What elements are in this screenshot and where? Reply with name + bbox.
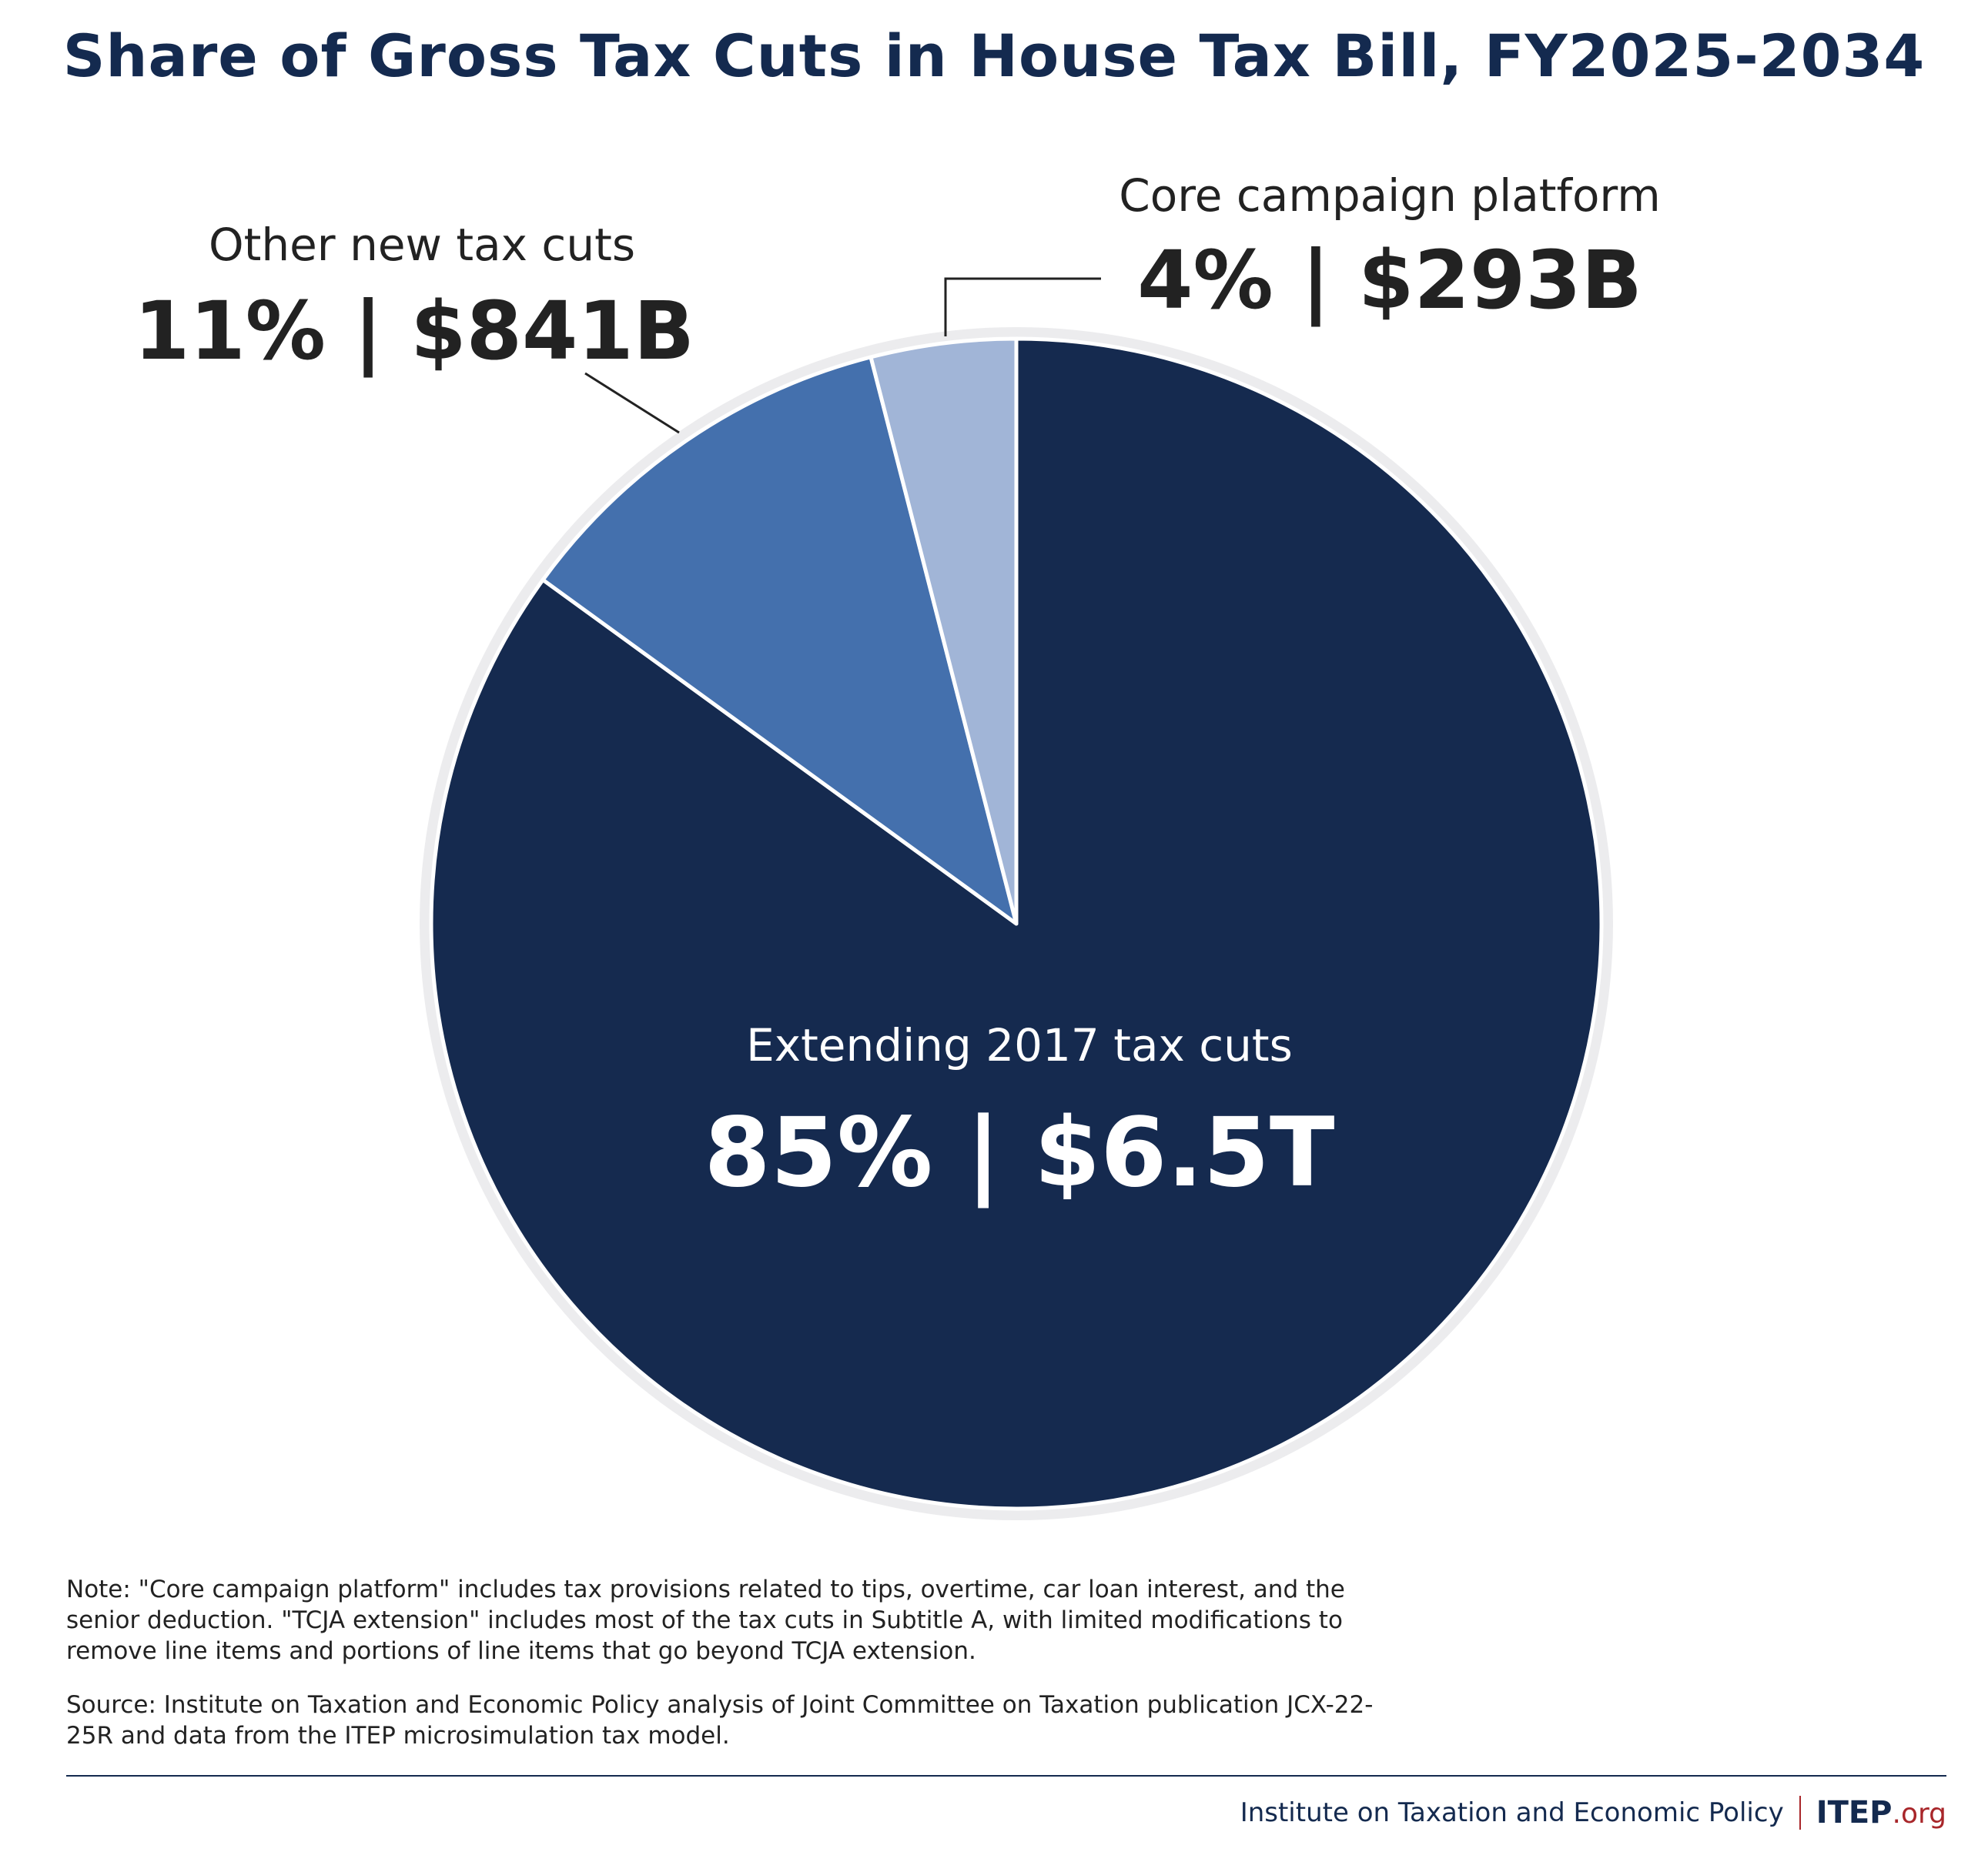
logo-main: ITEP	[1816, 1795, 1893, 1830]
footer: Institute on Taxation and Economic Polic…	[1240, 1793, 1946, 1832]
slice-label-extending: Extending 2017 tax cuts	[746, 1019, 1293, 1071]
chart-note: Note: "Core campaign platform" includes …	[66, 1576, 1345, 1665]
slice-value-extending: 85% | $6.5T	[705, 1098, 1335, 1208]
slice-value-core-campaign: 4% | $293B	[1137, 233, 1642, 327]
leader-line-other-new	[584, 372, 680, 434]
slice-label-core-campaign: Core campaign platform	[1119, 169, 1661, 222]
logo-suffix: .org	[1892, 1798, 1947, 1830]
leader-line-core-campaign	[944, 277, 1101, 336]
slice-value-other-new: 11% | $841B	[134, 284, 694, 378]
itep-logo: ITEP.org	[1816, 1795, 1946, 1830]
footer-divider	[66, 1775, 1946, 1777]
footer-org-name: Institute on Taxation and Economic Polic…	[1240, 1797, 1784, 1828]
chart-title: Share of Gross Tax Cuts in House Tax Bil…	[62, 22, 1926, 90]
pie-slice-2	[868, 336, 1019, 926]
slice-label-other-new: Other new tax cuts	[209, 219, 635, 271]
footer-separator	[1799, 1796, 1801, 1830]
chart-source: Source: Institute on Taxation and Econom…	[66, 1691, 1374, 1750]
pie-slice-1	[541, 355, 1019, 926]
pie-slices	[429, 336, 1604, 1511]
